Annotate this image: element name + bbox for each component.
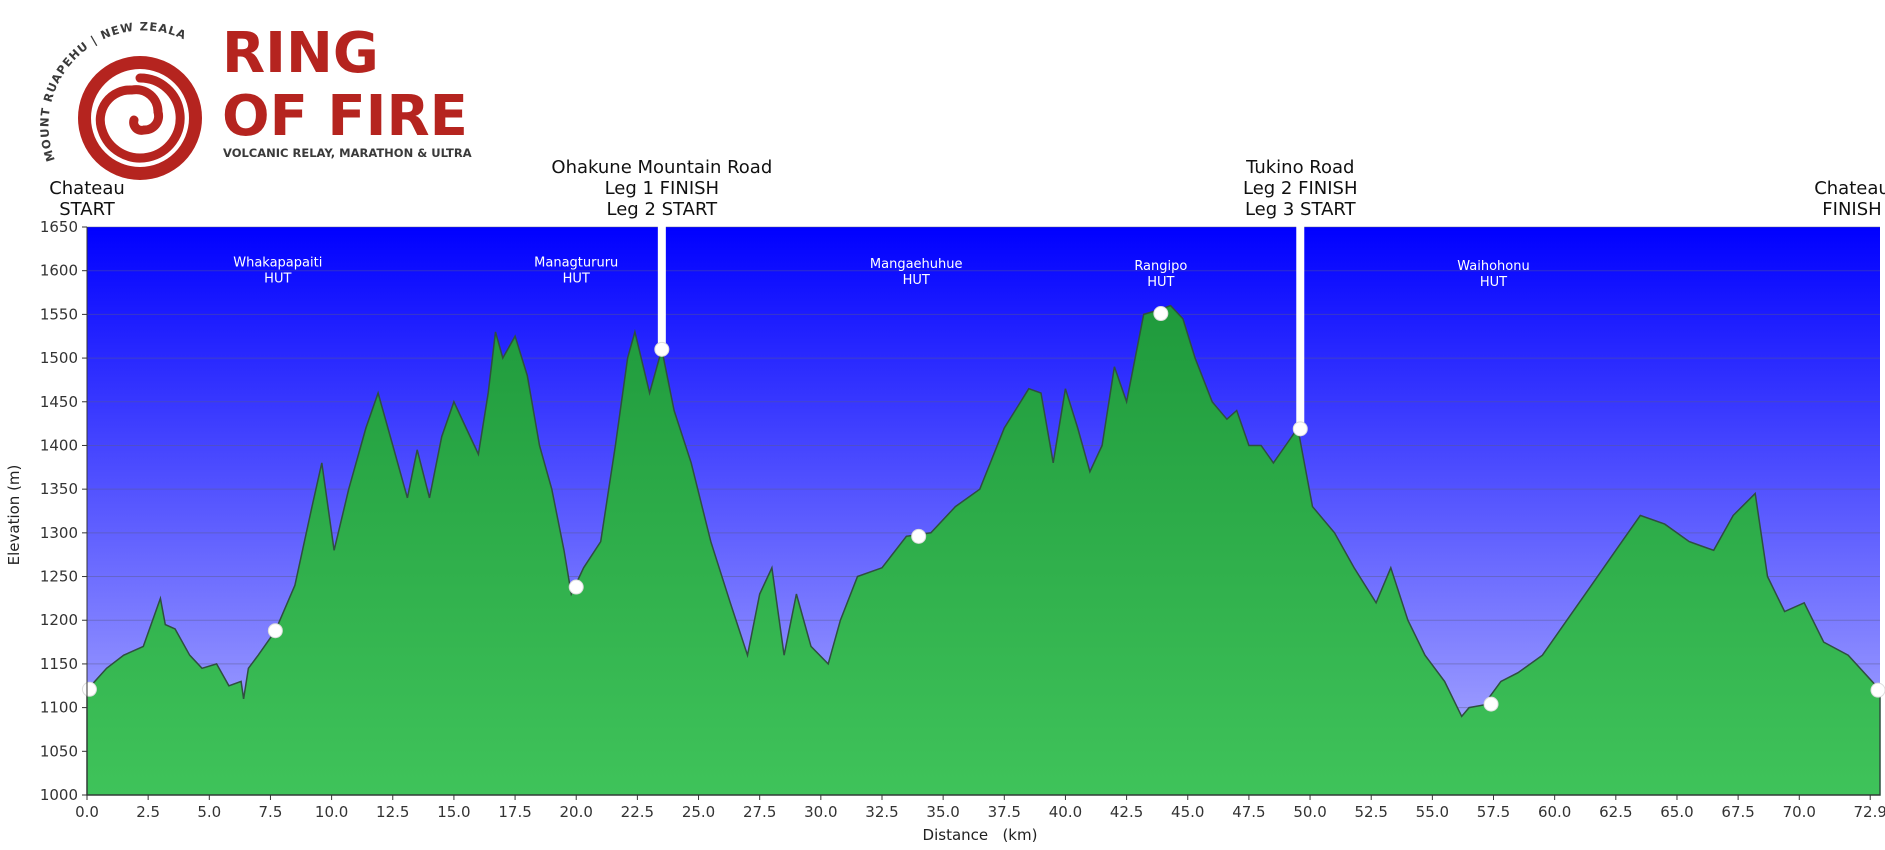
waypoint-dot	[1483, 696, 1499, 712]
leg-marker-label: Ohakune Mountain Road	[551, 157, 772, 178]
leg-marker-label: Leg 2 FINISH	[1243, 178, 1358, 199]
hut-type-label: HUT	[1480, 275, 1507, 290]
y-axis-ticks: 1000 1050 1100 1150 1200 1250 1300 1350 1400 1450…	[40, 218, 87, 804]
hut-type-label: HUT	[1147, 275, 1174, 290]
x-tick-label: 50.0	[1293, 803, 1326, 821]
x-axis-ticks: 0.0 2.5 5.0 7.5 10.0 12.5 15.0 17.5 20.0 22.5 25.0…	[75, 795, 1885, 821]
leg-marker-label: Leg 3 START	[1245, 199, 1357, 220]
hut-type-label: HUT	[563, 271, 590, 286]
leg-marker-label: Leg 1 FINISH	[605, 178, 720, 199]
x-tick-label: 27.5	[743, 803, 776, 821]
leg-marker-label: Chateau	[49, 178, 125, 199]
x-tick-label: 20.0	[560, 803, 593, 821]
y-tick-label: 1500	[40, 349, 78, 367]
x-tick-label: 55.0	[1416, 803, 1449, 821]
x-tick-label: 22.5	[621, 803, 654, 821]
logo-subtitle: VOLCANIC RELAY, MARATHON & ULTRA	[223, 146, 472, 160]
waypoint-dot	[654, 341, 670, 357]
x-tick-label: 35.0	[926, 803, 959, 821]
waypoint-dot	[568, 579, 584, 595]
waypoint-dots	[81, 306, 1885, 712]
y-tick-label: 1150	[40, 655, 78, 673]
ring-of-fire-logo: MOUNT RUAPEHU | NEW ZEALAND RING OF FIRE…	[0, 0, 472, 180]
x-tick-label: 32.5	[865, 803, 898, 821]
x-tick-label: 47.5	[1232, 803, 1265, 821]
x-tick-label: 37.5	[988, 803, 1021, 821]
waypoint-dot	[1870, 682, 1885, 698]
waypoint-dot	[267, 623, 283, 639]
x-tick-label: 0.0	[75, 803, 99, 821]
x-tick-label: 12.5	[376, 803, 409, 821]
leg-marker-pole	[657, 221, 666, 350]
y-tick-label: 1350	[40, 480, 78, 498]
y-tick-label: 1650	[40, 218, 78, 236]
waypoint-dot	[1292, 421, 1308, 437]
leg-marker-label: FINISH	[1822, 199, 1881, 220]
x-tick-label: 62.5	[1599, 803, 1632, 821]
x-tick-label: 65.0	[1660, 803, 1693, 821]
y-tick-label: 1300	[40, 524, 78, 542]
y-tick-label: 1100	[40, 699, 78, 717]
hut-name-label: Managtururu	[534, 255, 618, 270]
x-tick-label: 25.0	[682, 803, 715, 821]
waypoint-dot	[81, 681, 97, 697]
x-tick-label: 10.0	[315, 803, 348, 821]
x-tick-label: 45.0	[1171, 803, 1204, 821]
hut-type-label: HUT	[903, 273, 930, 288]
x-tick-label: 40.0	[1049, 803, 1082, 821]
y-tick-label: 1000	[40, 786, 78, 804]
x-tick-label: 17.5	[498, 803, 531, 821]
y-tick-label: 1600	[40, 262, 78, 280]
x-tick-label: 5.0	[197, 803, 221, 821]
leg-marker-pole	[1296, 221, 1305, 429]
spiral-logo-icon	[78, 56, 202, 180]
hut-name-label: Mangaehuhue	[870, 257, 963, 272]
x-tick-label: 72.9	[1854, 803, 1885, 821]
leg-marker-label: Leg 2 START	[607, 199, 719, 220]
y-tick-label: 1200	[40, 611, 78, 629]
x-tick-label: 7.5	[259, 803, 283, 821]
x-tick-label: 67.5	[1721, 803, 1754, 821]
x-tick-label: 70.0	[1783, 803, 1816, 821]
hut-labels: WhakapapaitiHUTManagtururuHUTMangaehuhue…	[233, 255, 1529, 289]
hut-name-label: Whakapapaiti	[233, 255, 322, 270]
waypoint-dot	[1153, 306, 1169, 322]
x-tick-label: 60.0	[1538, 803, 1571, 821]
elevation-area	[86, 304, 1881, 796]
x-tick-label: 15.0	[437, 803, 470, 821]
leg-marker-label: Chateau	[1814, 178, 1885, 199]
y-axis-title: Elevation (m)	[5, 465, 23, 566]
y-tick-label: 1450	[40, 393, 78, 411]
logo-title-line2: OF FIRE	[222, 84, 468, 149]
x-tick-label: 57.5	[1477, 803, 1510, 821]
y-tick-label: 1400	[40, 436, 78, 454]
x-tick-label: 42.5	[1110, 803, 1143, 821]
hut-name-label: Waihohonu	[1457, 259, 1529, 274]
leg-marker-label: Tukino Road	[1245, 157, 1354, 178]
x-tick-label: 2.5	[136, 803, 160, 821]
y-tick-label: 1050	[40, 742, 78, 760]
leg-marker-label: START	[59, 199, 116, 220]
leg-marker-poles	[657, 221, 1305, 429]
y-tick-label: 1550	[40, 305, 78, 323]
waypoint-dot	[911, 528, 927, 544]
y-tick-label: 1250	[40, 568, 78, 586]
hut-type-label: HUT	[264, 271, 291, 286]
x-tick-label: 30.0	[804, 803, 837, 821]
x-axis-title: Distance (km)	[923, 826, 1038, 844]
hut-name-label: Rangipo	[1134, 259, 1187, 274]
x-tick-label: 52.5	[1355, 803, 1388, 821]
logo-title-line1: RING	[222, 21, 379, 86]
